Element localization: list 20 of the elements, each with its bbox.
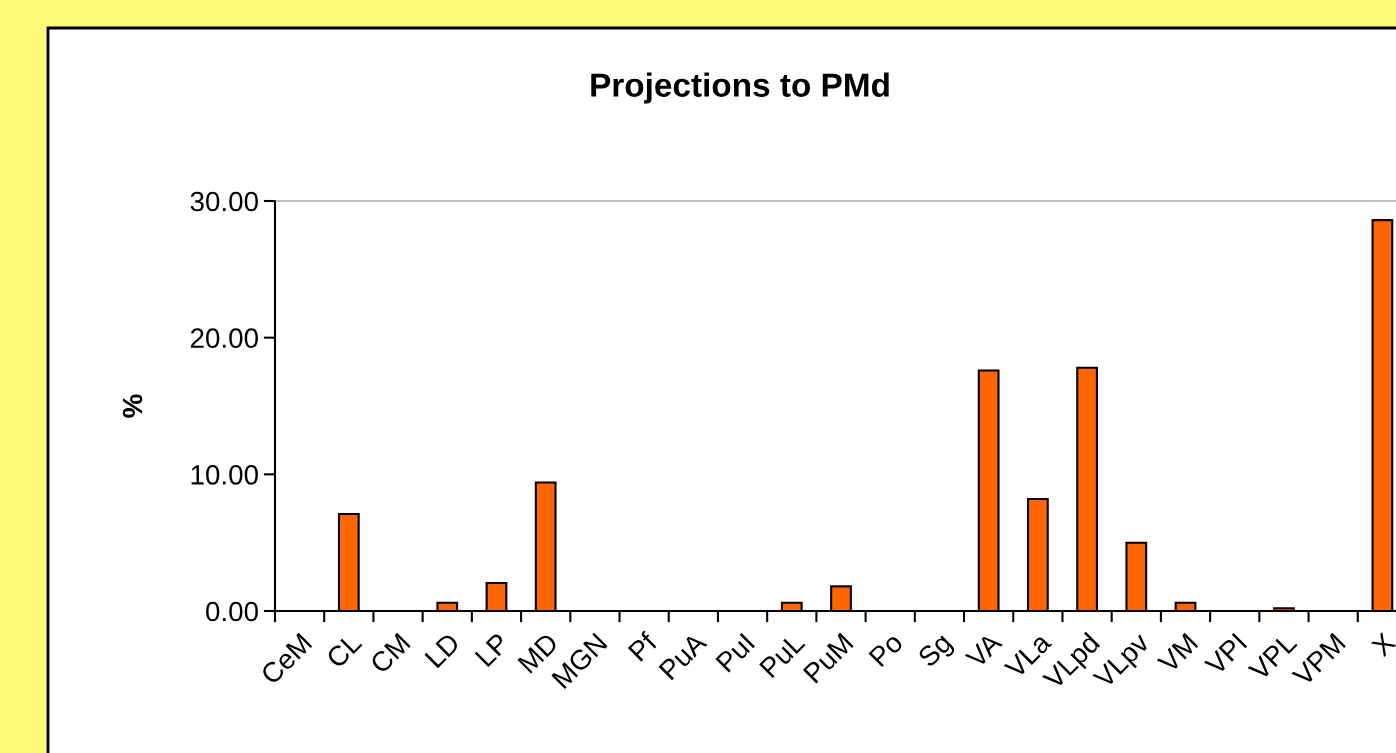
x-tick-label: LD — [424, 632, 461, 669]
y-tick-label: 20.00 — [190, 328, 258, 349]
x-tick-label: CL — [325, 631, 363, 669]
x-tick-label: Sg — [916, 632, 957, 672]
chart-title: Projections to PMd — [591, 72, 889, 104]
x-tick-label: PuA — [658, 631, 708, 681]
x-tick-label: VM — [1156, 632, 1199, 675]
x-tick-label: CM — [369, 632, 411, 675]
x-tick-label: PuI — [715, 632, 756, 673]
x-tick-label: LP — [474, 632, 510, 668]
y-tick-label: 30.00 — [190, 191, 258, 212]
x-tick-label: VA — [964, 631, 1003, 670]
x-tick-label: Pf — [627, 630, 659, 662]
y-tick-label: 10.00 — [191, 465, 258, 485]
x-tick-label: Po — [868, 631, 904, 668]
x-tick-label: PuL — [759, 631, 806, 679]
y-axis-title: % — [122, 394, 143, 418]
y-tick-label: 0.00 — [206, 601, 258, 622]
x-tick-label: VPI — [1203, 632, 1248, 677]
x-tick-label: X — [1370, 631, 1396, 658]
